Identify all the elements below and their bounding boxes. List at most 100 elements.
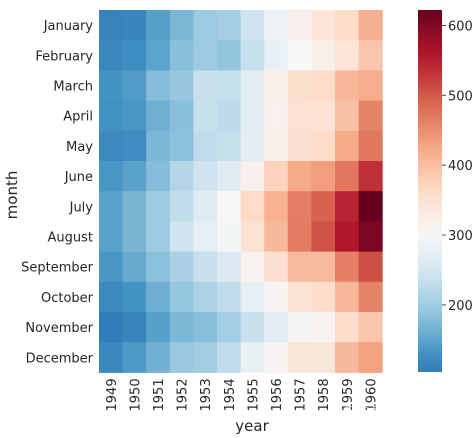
month-tick-label: July xyxy=(69,200,94,215)
heatmap-cell xyxy=(358,221,383,253)
heatmap-cell xyxy=(122,130,147,162)
heatmap-cell xyxy=(99,161,124,192)
month-tick-label: June xyxy=(64,170,93,185)
month-tick-label: April xyxy=(63,110,93,125)
heatmap-cell xyxy=(122,40,147,71)
heatmap-cell xyxy=(146,281,171,313)
heatmap-cell xyxy=(193,312,218,343)
heatmap-cell xyxy=(217,40,242,71)
heatmap-cell xyxy=(264,40,289,71)
year-tick-label: 1958 xyxy=(317,378,332,411)
heatmap-cell xyxy=(217,10,242,41)
heatmap-cell xyxy=(193,40,218,71)
colorbar-tick-label: 400 xyxy=(448,159,473,174)
heatmap-cell xyxy=(99,251,124,283)
heatmap-cell xyxy=(335,342,360,373)
heatmap-cell xyxy=(264,100,289,132)
colorbar-tick-label: 300 xyxy=(448,229,473,244)
heatmap-cell xyxy=(99,40,124,71)
heatmap-cell xyxy=(217,161,242,192)
heatmap-cell xyxy=(358,40,383,71)
heatmap-cell xyxy=(193,251,218,283)
heatmap-cell xyxy=(335,161,360,192)
month-tick-label: August xyxy=(48,231,94,246)
heatmap-cell xyxy=(335,221,360,253)
heatmap-cell xyxy=(287,221,312,253)
month-tick-labels: January February March April May June July Augu… xyxy=(21,19,94,366)
colorbar-tick-label: 500 xyxy=(448,89,473,104)
heatmap-cell xyxy=(264,130,289,162)
heatmap-cell xyxy=(146,40,171,71)
heatmap-cell xyxy=(122,221,147,253)
heatmap-cell xyxy=(169,312,194,343)
heatmap-cell xyxy=(358,342,383,373)
heatmap-cell xyxy=(169,10,194,41)
colorbar-tick-label: 200 xyxy=(448,299,473,314)
heatmap-cell xyxy=(217,312,242,343)
heatmap-cell xyxy=(335,312,360,343)
heatmap-cell xyxy=(240,191,265,222)
heatmap-cell xyxy=(240,281,265,313)
year-tick-label: 1949 xyxy=(105,378,120,411)
heatmap-cell xyxy=(287,312,312,343)
heatmap-cell xyxy=(240,342,265,373)
heatmap-cell xyxy=(287,40,312,71)
heatmap-cell xyxy=(287,281,312,313)
colorbar-tick-label: 600 xyxy=(448,19,473,34)
heatmap-cell xyxy=(217,221,242,253)
heatmap-cell xyxy=(193,281,218,313)
heatmap-cell xyxy=(264,161,289,192)
heatmap-cell xyxy=(287,70,312,102)
heatmap-cell xyxy=(311,221,336,253)
heatmap-cell xyxy=(358,312,383,343)
heatmap-cell xyxy=(311,191,336,222)
heatmap-cell xyxy=(335,70,360,102)
y-axis-label: month xyxy=(3,171,21,220)
heatmap-cell xyxy=(193,161,218,192)
heatmap-cell xyxy=(358,70,383,102)
heatmap-cell xyxy=(99,191,124,222)
heatmap-cell xyxy=(240,251,265,283)
heatmap-cell xyxy=(311,10,336,41)
heatmap-cell xyxy=(122,281,147,313)
heatmap-cell xyxy=(358,10,383,41)
heatmap-cell xyxy=(311,161,336,192)
heatmap-cell xyxy=(335,10,360,41)
heatmap-cell xyxy=(169,221,194,253)
heatmap-cell xyxy=(217,281,242,313)
heatmap-cell xyxy=(193,100,218,132)
heatmap-cell xyxy=(217,251,242,283)
heatmap-cell xyxy=(240,70,265,102)
heatmap-cell xyxy=(287,161,312,192)
heatmap-cell xyxy=(311,130,336,162)
heatmap-cell xyxy=(169,70,194,102)
heatmap-cell xyxy=(358,100,383,132)
heatmap-cell xyxy=(99,10,124,41)
heatmap-cell xyxy=(358,251,383,283)
heatmap-cell xyxy=(169,342,194,373)
heatmap-cell xyxy=(193,191,218,222)
heatmap-cell xyxy=(99,100,124,132)
heatmap-cell xyxy=(99,70,124,102)
heatmap-cell xyxy=(358,130,383,162)
heatmap-cell xyxy=(311,312,336,343)
month-tick-label: February xyxy=(35,49,93,64)
heatmap-cell xyxy=(169,251,194,283)
heatmap-cell xyxy=(169,100,194,132)
heatmap-cell xyxy=(146,191,171,222)
heatmap-cell xyxy=(193,70,218,102)
heatmap-cell xyxy=(264,342,289,373)
heatmap-cell xyxy=(240,161,265,192)
heatmap-cell xyxy=(264,70,289,102)
heatmap-cell xyxy=(335,130,360,162)
year-tick-label: 1954 xyxy=(223,378,238,411)
heatmap-cell xyxy=(335,251,360,283)
month-tick-label: January xyxy=(43,19,94,34)
heatmap-cell xyxy=(146,251,171,283)
year-tick-label: 1955 xyxy=(246,378,261,411)
heatmap-cell xyxy=(311,100,336,132)
heatmap-cell xyxy=(193,342,218,373)
heatmap-cell xyxy=(287,100,312,132)
heatmap-cell xyxy=(146,221,171,253)
